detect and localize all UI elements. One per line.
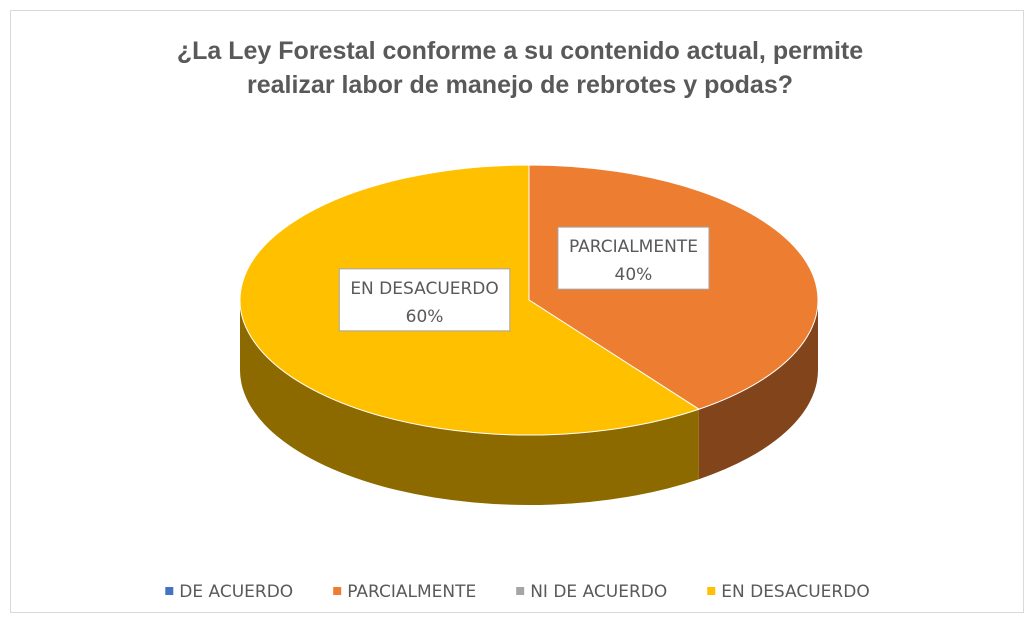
data-label-box <box>557 226 710 290</box>
slice-side <box>698 300 818 480</box>
data-label-value: 60% <box>406 307 444 327</box>
data-label: EN DESACUERDO 60% <box>338 268 511 332</box>
legend-label: EN DESACUERDO <box>721 582 869 602</box>
data-label-box <box>338 268 511 332</box>
legend-label: PARCIALMENTE <box>347 582 476 602</box>
legend-swatch <box>516 587 525 595</box>
data-label: PARCIALMENTE 40% <box>557 226 710 290</box>
slice-side <box>240 300 699 506</box>
legend: DE ACUERDO PARCIALMENTE NI DE ACUERDO EN DE… <box>165 582 870 602</box>
legend-swatch <box>333 587 342 595</box>
legend-label: DE ACUERDO <box>179 582 293 602</box>
data-label-value: 40% <box>615 265 653 285</box>
chart-title: ¿La Ley Forestal conforme a su contenido… <box>176 37 864 99</box>
legend-swatch <box>165 587 174 595</box>
data-label-category: PARCIALMENTE <box>569 237 698 257</box>
legend-swatch <box>707 587 716 595</box>
data-label-category: EN DESACUERDO <box>350 279 498 299</box>
legend-label: NI DE ACUERDO <box>530 582 667 602</box>
